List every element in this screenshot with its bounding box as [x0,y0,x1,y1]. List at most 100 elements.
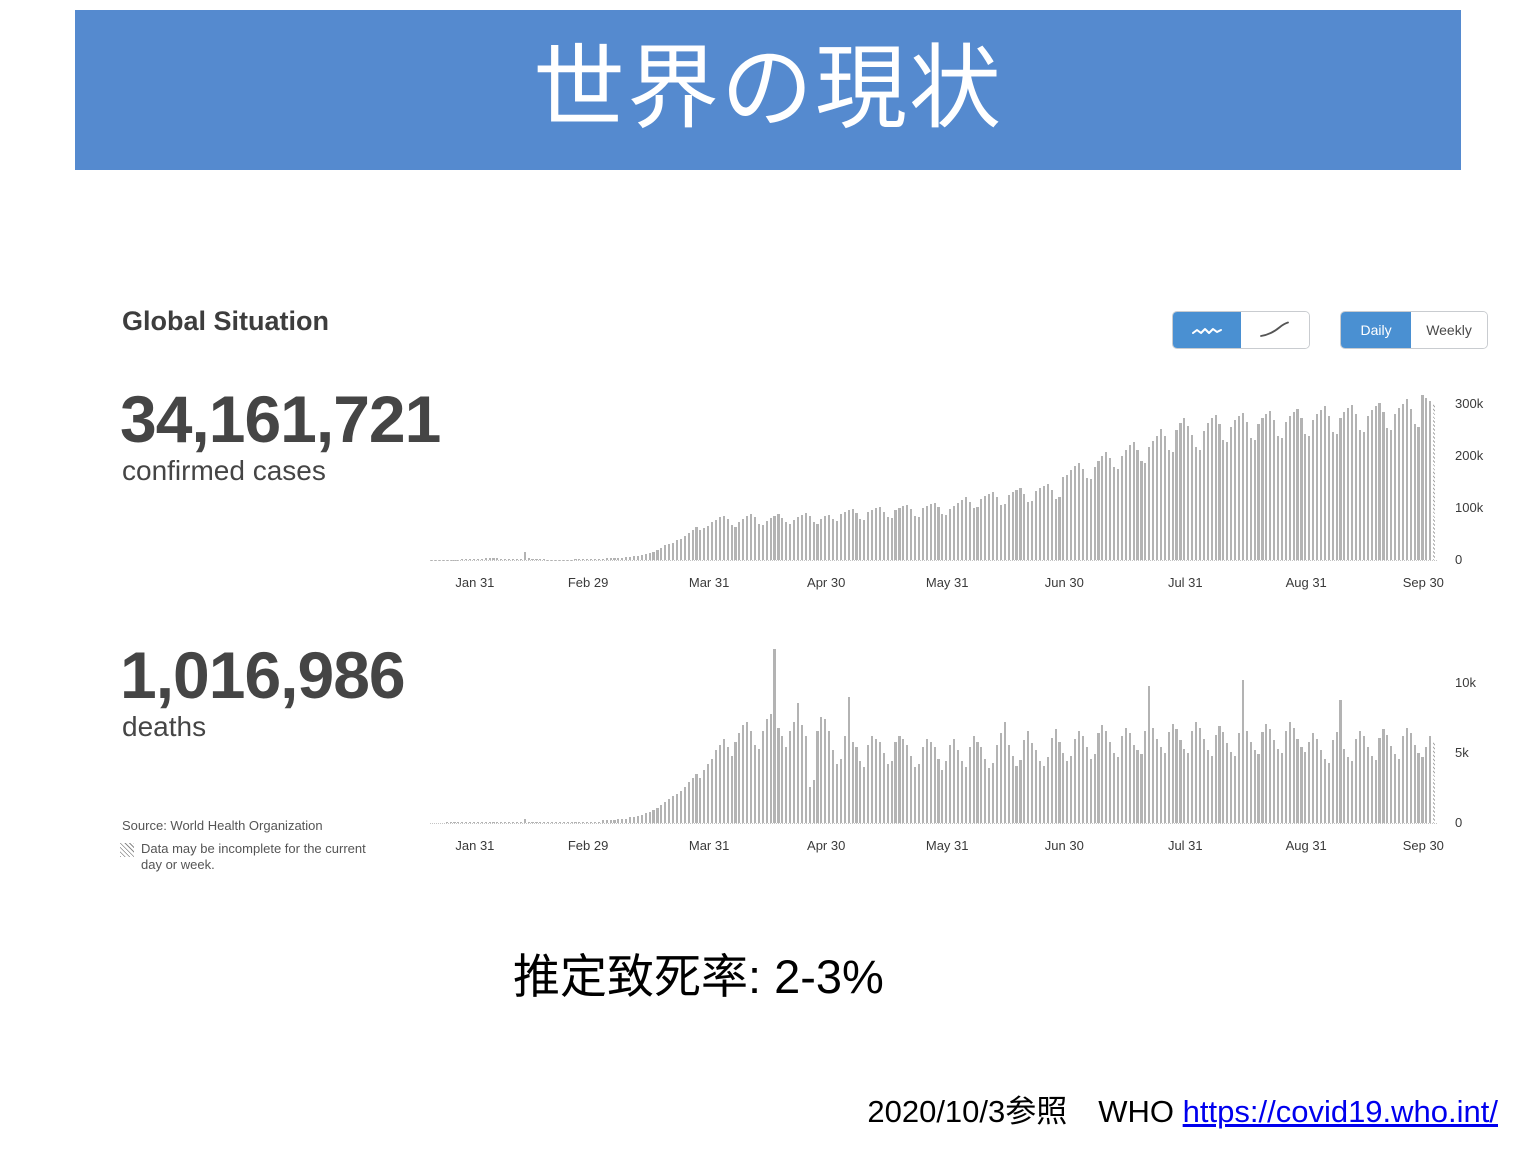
cases-bars [430,388,1437,560]
bar [789,730,792,823]
bar [621,557,624,560]
bar [547,821,550,823]
bar [543,559,546,560]
bar [1155,436,1159,560]
bar [769,518,772,560]
bar [562,821,565,823]
bar [956,750,960,823]
bar [937,506,940,560]
bar [1007,744,1010,823]
bar [1245,730,1248,823]
bar [726,518,729,560]
bar [730,524,733,560]
bar [1058,497,1061,560]
bar [683,535,686,560]
bar [812,779,815,823]
bar [1155,739,1159,823]
bar [1038,488,1042,560]
bar [1101,725,1104,823]
bar [469,558,472,560]
bar [925,505,928,560]
bar [660,804,663,823]
bar [668,543,671,560]
bar [617,557,620,560]
bar [757,523,760,560]
bar [1405,727,1408,823]
bar [695,774,698,823]
bar [1397,758,1401,823]
bar [1214,415,1217,560]
bar [1074,739,1077,823]
bar [1355,739,1358,823]
bar [773,516,776,560]
deaths-bar-chart: 0 5k 10k Jan 31 Feb 29 Mar 31 Apr 30 May 31 Jun… [430,648,1476,853]
bar [586,558,589,560]
bar [1109,741,1112,823]
bar [1023,740,1026,823]
bar [472,558,476,560]
bar [632,817,636,823]
bar [1323,406,1326,560]
bar [687,532,690,560]
bar [1335,732,1338,823]
bar [1206,750,1209,823]
bar [964,497,967,560]
bar [945,514,948,560]
bar [995,497,999,560]
daily-toggle-button[interactable]: Daily [1341,312,1412,348]
bar [855,747,858,823]
bar [1316,414,1319,560]
bar [1214,734,1217,823]
bar [1077,463,1081,560]
bar [738,733,741,823]
incomplete-data-note: Data may be incomplete for the current d… [141,841,366,872]
bar [972,736,975,823]
bar [1374,760,1377,823]
bar [632,556,636,560]
bar [792,520,796,560]
bar [855,513,858,560]
bar [1081,736,1084,823]
bar [1265,414,1268,560]
daily-bars-toggle-button[interactable] [1173,312,1241,348]
deaths-x-axis: Jan 31 Feb 29 Mar 31 Apr 30 May 31 Jun 30 Jul … [430,823,1444,853]
bar [1409,408,1412,560]
bar [1343,748,1346,823]
fatality-rate-note: 推定致死率: 2-3% [513,950,884,1003]
bar [1421,757,1424,823]
bar [1062,753,1065,823]
bar [886,764,889,823]
incomplete-data-legend: Data may be incomplete for the current d… [120,841,366,873]
bar [543,821,546,823]
bar [1183,418,1186,560]
bar [960,761,963,823]
bar [1327,762,1330,823]
bar [1382,411,1385,560]
bar [1362,736,1365,823]
bar [753,744,757,823]
bar [863,520,866,560]
bar [1374,405,1377,560]
bar [839,758,842,823]
bar [1339,418,1342,560]
bar [882,511,885,560]
bar [753,516,757,560]
bar [839,514,842,560]
bar [874,508,878,560]
weekly-toggle-button[interactable]: Weekly [1411,312,1487,348]
bar [933,747,936,823]
bar [1101,455,1104,560]
who-dashboard-link[interactable]: https://covid19.who.int/ [1182,1094,1498,1129]
bar [671,796,675,823]
deaths-y-axis: 0 5k 10k [1437,648,1497,830]
bar [1034,750,1038,823]
cumulative-curve-toggle-button[interactable] [1241,312,1309,348]
bar [859,518,862,560]
bar [1370,755,1373,823]
bar [1195,447,1198,560]
bar [500,558,503,560]
bar [445,821,448,823]
bar [1292,727,1295,823]
bar [461,559,464,560]
bar [871,509,874,560]
